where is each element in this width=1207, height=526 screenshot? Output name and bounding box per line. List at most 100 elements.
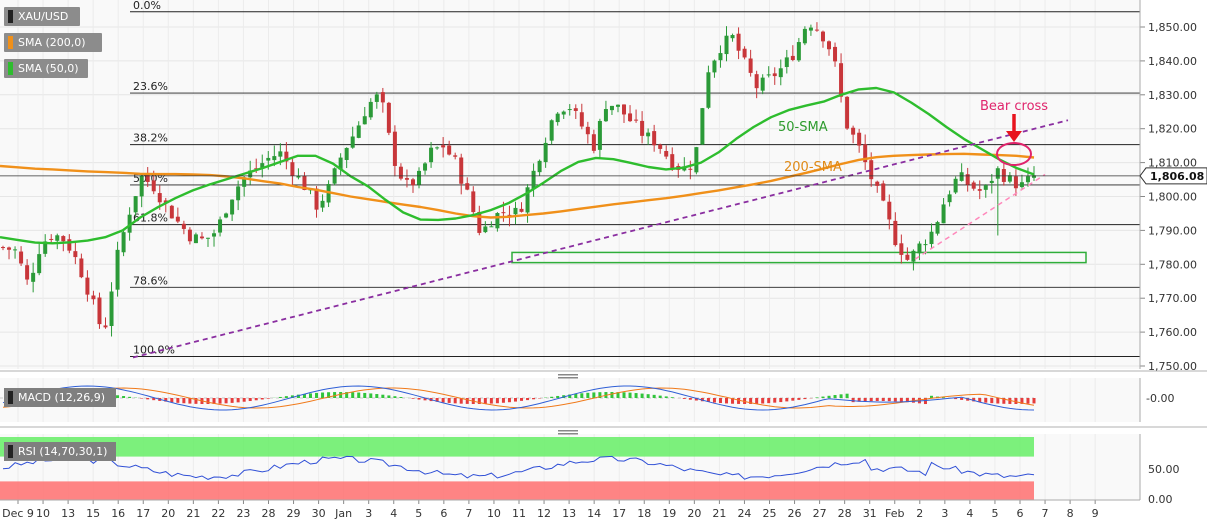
macd-hist-bar <box>254 398 258 401</box>
candle-body <box>230 199 235 215</box>
candle-body <box>1 247 5 249</box>
macd-axis-label: -0.00 <box>1146 392 1174 405</box>
macd-hist-bar <box>140 398 144 399</box>
candle-body <box>169 205 174 219</box>
candle-body <box>959 172 964 181</box>
macd-hist-bar <box>556 395 560 398</box>
candle-body <box>362 116 367 125</box>
rsi-axis-label-0: 0.00 <box>1148 493 1173 506</box>
candle-body <box>73 251 78 258</box>
pane-grip-2[interactable] <box>558 430 578 432</box>
candle-body <box>893 220 898 246</box>
macd-hist-bar <box>532 398 536 400</box>
x-axis-label: 13 <box>61 507 75 520</box>
candle-body <box>965 174 970 185</box>
x-axis-label: 3 <box>365 507 372 520</box>
candle-body <box>827 41 832 50</box>
macd-label[interactable]: MACD (12,26,9) <box>4 388 116 407</box>
legend-sma50[interactable]: SMA (50,0) <box>4 59 88 78</box>
candle-body <box>145 173 150 182</box>
candle-body <box>193 234 198 244</box>
candle-body <box>398 166 403 179</box>
purple-trendline <box>132 119 1069 359</box>
pane-grip-2b[interactable] <box>558 433 578 435</box>
candle-body <box>1013 176 1018 189</box>
price-axis-label: 1,840.00 <box>1148 55 1197 68</box>
candle-body <box>31 272 36 282</box>
candle-body <box>603 109 608 122</box>
candle-body <box>899 243 904 255</box>
candle-body <box>37 254 42 274</box>
macd-hist-bar <box>435 398 439 402</box>
symbol-label[interactable]: XAU/USD <box>4 7 80 26</box>
x-axis-label: 8 <box>1067 507 1074 520</box>
candle-body <box>338 157 343 170</box>
macd-hist-bar <box>568 394 572 398</box>
macd-hist-bar <box>417 398 421 400</box>
macd-hist-bar <box>375 394 379 398</box>
rsi-overbought-band <box>0 437 1034 457</box>
candle-body <box>935 222 940 234</box>
candle-body <box>127 214 132 233</box>
candle-body <box>151 180 156 192</box>
candle-body <box>857 132 862 146</box>
macd-hist-bar <box>176 398 180 403</box>
macd-hist-bar <box>899 398 903 402</box>
macd-hist-bar <box>122 396 126 398</box>
time-axis: Dec 9 10 13 15 16 17 20 21 22 23 28 29 30 Jan 3 4 5 6 7 10 1… <box>0 499 1140 520</box>
macd-hist-bar <box>152 398 156 401</box>
macd-hist-bar <box>966 398 970 401</box>
candle-body <box>266 157 271 161</box>
macd-hist-bar <box>658 395 662 398</box>
candle-body <box>754 74 759 89</box>
candle-body <box>700 108 705 145</box>
macd-hist-bar <box>327 392 331 398</box>
candle-body <box>1001 169 1006 182</box>
candle-body <box>748 58 753 73</box>
macd-hist-bar <box>182 398 186 404</box>
sma200-line <box>0 152 1035 219</box>
x-axis-label: 23 <box>236 507 250 520</box>
candle-body <box>573 108 578 111</box>
candle-body <box>477 211 482 233</box>
candle-body <box>284 151 289 162</box>
macd-hist-bar <box>465 398 469 404</box>
legend-sma200[interactable]: SMA (200,0) <box>4 33 102 52</box>
annotations: 50-SMA 200-SMA Bear cross <box>778 99 1048 175</box>
candle-body <box>597 120 602 150</box>
current-price-badge <box>1139 167 1207 185</box>
price-axis: 1,850.00 1,840.00 1,830.00 1,820.00 1,810.00… <box>0 0 1207 373</box>
x-axis-label: 7 <box>465 507 472 520</box>
candle-body <box>423 163 428 171</box>
rsi-label[interactable]: RSI (14,70,30,1) <box>4 442 116 461</box>
macd-hist-bar <box>942 397 946 398</box>
candle-body <box>977 189 982 191</box>
x-axis-label: 6 <box>1017 507 1024 520</box>
x-axis-label: 21 <box>186 507 200 520</box>
macd-hist-bar <box>363 392 367 398</box>
price-axis-label: 1,760.00 <box>1148 326 1197 339</box>
macd-hist-bar <box>990 398 994 404</box>
macd-hist-bar <box>284 396 288 398</box>
candle-body <box>386 102 391 133</box>
pane-grip-1b[interactable] <box>558 377 578 379</box>
x-axis-label: 25 <box>763 507 777 520</box>
candle-body <box>591 134 596 151</box>
x-axis-label: 22 <box>211 507 225 520</box>
macd-hist-bar <box>513 398 517 402</box>
main-pane-bg <box>0 0 1140 369</box>
macd-hist-bar <box>164 398 168 402</box>
x-axis-label: 5 <box>991 507 998 520</box>
price-axis-label: 1,750.00 <box>1148 360 1197 373</box>
x-axis-label: 18 <box>637 507 651 520</box>
candle-body <box>465 183 470 190</box>
macd-hist-bar <box>1008 398 1012 404</box>
candle-body <box>694 147 699 173</box>
candle-body <box>567 109 572 111</box>
rsi-axis-label-50: 50.00 <box>1148 463 1180 476</box>
macd-hist-bar <box>905 398 909 403</box>
candle-body <box>1007 175 1012 182</box>
pane-grip-1[interactable] <box>558 374 578 376</box>
x-axis-label: 7 <box>1042 507 1049 520</box>
